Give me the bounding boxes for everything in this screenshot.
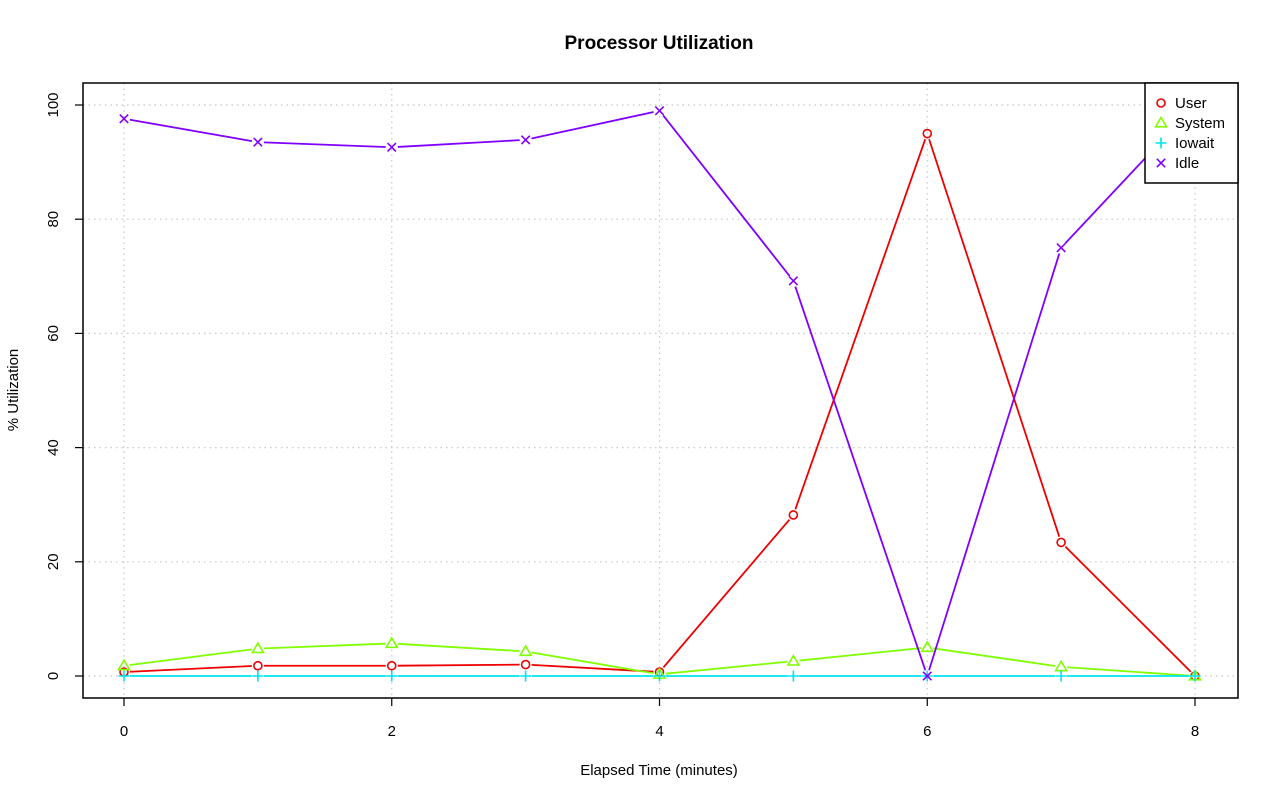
legend-marker-iowait — [1155, 137, 1167, 149]
series-system-segment — [665, 660, 788, 675]
series-user-point — [788, 510, 799, 520]
series-system-segment — [933, 647, 1056, 667]
x-tick-label: 8 — [1191, 723, 1199, 740]
series-iowait-point — [787, 670, 799, 682]
series-iowait — [118, 670, 1201, 682]
series-system-point — [250, 641, 265, 654]
plot-frame — [82, 82, 1239, 699]
series-iowait-point — [118, 670, 130, 682]
series-user-point — [1056, 537, 1066, 548]
legend-label-user: User — [1175, 95, 1207, 112]
series-user-point — [253, 660, 263, 671]
grid-lines — [83, 83, 1238, 698]
series-user-segment — [1064, 545, 1192, 673]
series-system-point — [1054, 659, 1069, 672]
x-tick-label: 4 — [655, 723, 663, 740]
series-iowait-point — [252, 670, 264, 682]
series-system-point — [117, 658, 131, 671]
series-idle-segment — [129, 118, 253, 142]
x-tick-label: 0 — [120, 723, 128, 740]
series-user-point — [922, 128, 933, 139]
series-idle-point — [253, 137, 263, 147]
legend-box — [1144, 82, 1239, 184]
series-user-segment — [928, 138, 1061, 537]
series-user — [119, 128, 1200, 681]
series-user-point — [386, 660, 397, 671]
y-tick-label: 0 — [45, 672, 62, 680]
series-system-point — [920, 640, 935, 653]
series-idle-segment — [263, 141, 386, 148]
series-idle-point — [922, 671, 933, 681]
series-iowait-point — [1189, 670, 1201, 682]
series-system-point — [384, 636, 399, 649]
x-axis-label: Elapsed Time (minutes) — [580, 762, 738, 779]
series-system-segment — [129, 648, 253, 666]
y-tick-label: 100 — [45, 92, 62, 117]
y-tick-label: 20 — [45, 553, 62, 570]
series-idle-segment — [662, 114, 791, 277]
legend-label-iowait: Iowait — [1175, 135, 1215, 152]
series-system-segment — [799, 647, 922, 662]
series-idle — [119, 100, 1200, 681]
y-tick-label: 40 — [45, 439, 62, 456]
y-axis-label: % Utilization — [5, 349, 22, 432]
series-system-segment — [531, 651, 654, 675]
series-iowait-point — [1055, 670, 1067, 682]
chart-title: Processor Utilization — [565, 33, 754, 54]
series-idle-point — [520, 135, 531, 145]
series-system-segment — [263, 642, 386, 650]
legend-marker-system — [1154, 115, 1168, 128]
series-iowait-point — [386, 670, 398, 682]
legend-marker-idle — [1156, 158, 1166, 168]
series-system — [117, 636, 1202, 681]
series-idle-point — [386, 142, 397, 153]
series-user-segment — [129, 665, 252, 673]
series-system-point — [518, 644, 533, 657]
series-user-segment — [794, 138, 927, 510]
series-idle-point — [119, 113, 129, 124]
series-group — [117, 100, 1202, 682]
series-user-segment — [397, 663, 520, 667]
series-idle-segment — [531, 111, 654, 140]
series-idle-point — [654, 105, 665, 116]
legend-label-idle: Idle — [1175, 155, 1199, 172]
series-idle-segment — [928, 253, 1061, 671]
y-tick-label: 60 — [45, 325, 62, 342]
series-user-point — [520, 659, 531, 670]
legend-marker-user — [1156, 98, 1166, 108]
y-tick-label: 80 — [45, 211, 62, 228]
series-iowait-point — [520, 670, 532, 682]
x-tick-label: 2 — [388, 723, 396, 740]
series-system-segment — [397, 642, 520, 652]
series-idle-point — [1056, 242, 1066, 253]
legend: User System Iowait Idle — [1144, 82, 1239, 184]
series-user-segment — [662, 518, 791, 669]
series-idle-point — [788, 276, 799, 286]
series-iowait-point — [654, 670, 665, 682]
series-system-point — [786, 654, 801, 666]
series-system-segment — [1067, 666, 1190, 677]
series-idle-segment — [397, 139, 520, 148]
series-idle-segment — [794, 286, 927, 671]
legend-label-system: System — [1175, 115, 1225, 132]
x-tick-label: 6 — [923, 723, 931, 740]
